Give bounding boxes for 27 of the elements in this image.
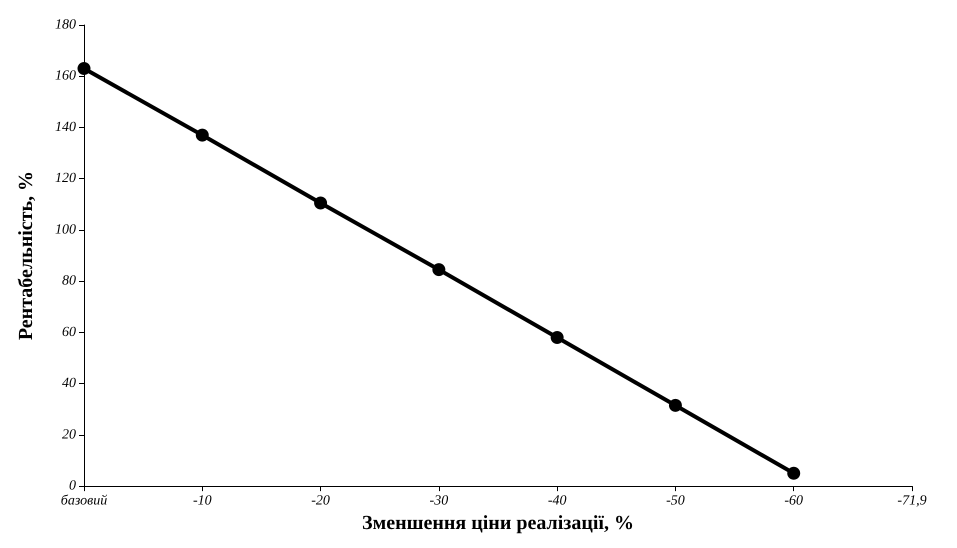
x-tick-label: -71,9 [897, 494, 927, 509]
y-tick-label: 100 [55, 222, 76, 238]
y-tick-label: 60 [62, 324, 76, 340]
y-tick-label: 120 [55, 171, 76, 186]
point [787, 466, 800, 480]
y-tick-label: 160 [55, 68, 76, 84]
y-tick-label: 20 [62, 427, 76, 442]
x-tick-label: базовий [60, 494, 108, 509]
y-tick-label: 0 [69, 478, 76, 494]
y-tick-label: 40 [62, 376, 76, 392]
x-tick-label: -10 [192, 494, 212, 509]
point [550, 331, 564, 344]
y-axis-title: Рентабельність, % [15, 170, 37, 340]
x-tick-label: -40 [548, 494, 566, 509]
x-tick-label: -50 [666, 494, 685, 509]
y-tick-label: 80 [62, 274, 76, 289]
point [78, 62, 90, 76]
x-tick-label: -60 [784, 494, 804, 509]
y-tick-label: 180 [55, 18, 76, 32]
x-tick-label: -20 [311, 494, 330, 509]
point [668, 398, 682, 412]
point [314, 196, 328, 210]
point [432, 263, 446, 276]
x-axis-title: Зменшення ціни реалізації, % [362, 512, 634, 534]
point [196, 128, 209, 142]
x-tick-label: -30 [430, 494, 448, 509]
y-tick-label: 140 [55, 120, 76, 135]
